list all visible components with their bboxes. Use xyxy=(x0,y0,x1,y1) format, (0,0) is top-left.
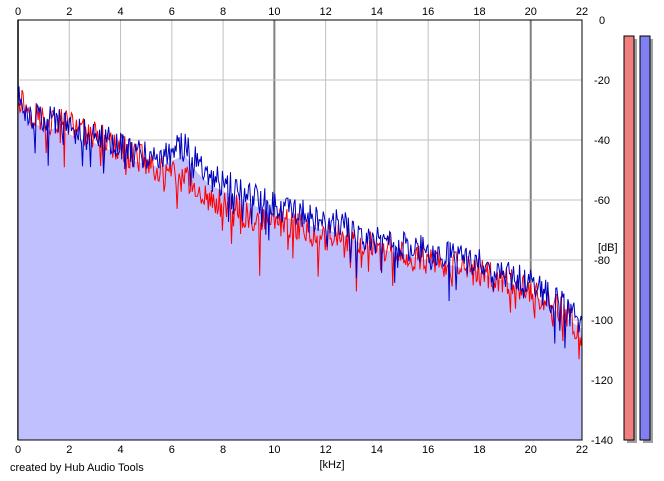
level-meter-2 xyxy=(639,35,651,441)
x-tick-label-bottom: 0 xyxy=(15,444,21,456)
x-tick-label-bottom: 10 xyxy=(268,444,280,456)
y-tick-label: -100 xyxy=(591,315,613,327)
x-tick-label-top: 10 xyxy=(268,6,280,18)
y-tick-label: -120 xyxy=(591,375,613,387)
y-axis: 0 -20 -40 -60 -80 -100 -120 -140 xyxy=(591,15,613,447)
y-tick-label: 0 xyxy=(599,15,605,27)
top-x-axis: 0 2 4 6 8 10 12 14 16 18 20 22 xyxy=(15,6,588,18)
x-tick-label-bottom: 14 xyxy=(371,444,383,456)
y-tick-label: -140 xyxy=(591,435,613,447)
y-tick-label: -40 xyxy=(594,135,610,147)
x-tick-label-bottom: 6 xyxy=(169,444,175,456)
y-tick-label: -60 xyxy=(594,195,610,207)
x-tick-label-top: 8 xyxy=(220,6,226,18)
x-axis-label: [kHz] xyxy=(319,459,344,471)
x-tick-label-bottom: 4 xyxy=(117,444,123,456)
x-tick-label-bottom: 16 xyxy=(422,444,434,456)
x-tick-label-bottom: 20 xyxy=(525,444,537,456)
bottom-x-axis: 0 2 4 6 8 10 12 14 16 18 20 22 xyxy=(15,444,588,456)
x-tick-label-top: 12 xyxy=(320,6,332,18)
x-tick-label-top: 6 xyxy=(169,6,175,18)
x-tick-label-top: 2 xyxy=(66,6,72,18)
x-tick-label-top: 4 xyxy=(117,6,123,18)
x-tick-label-top: 0 xyxy=(15,6,21,18)
x-tick-label-bottom: 2 xyxy=(66,444,72,456)
x-tick-label-top: 18 xyxy=(473,6,485,18)
x-tick-label-bottom: 8 xyxy=(220,444,226,456)
level-meters xyxy=(623,35,653,443)
x-tick-label-bottom: 12 xyxy=(320,444,332,456)
x-tick-label-bottom: 22 xyxy=(576,444,588,456)
y-tick-label: -20 xyxy=(594,75,610,87)
series-layer xyxy=(17,86,583,360)
spectrum-fill xyxy=(18,104,582,440)
x-tick-label-top: 20 xyxy=(525,6,537,18)
x-tick-label-top: 16 xyxy=(422,6,434,18)
x-tick-label-top: 14 xyxy=(371,6,383,18)
x-tick-label-top: 22 xyxy=(576,6,588,18)
series-line-2 xyxy=(17,86,583,349)
spectrum-fill-area xyxy=(18,104,582,440)
plot-border xyxy=(17,19,583,441)
level-meter-1 xyxy=(623,35,635,441)
y-tick-label: -80 xyxy=(594,255,610,267)
x-tick-label-bottom: 18 xyxy=(473,444,485,456)
y-axis-label: [dB] xyxy=(598,242,618,254)
credit-text: created by Hub Audio Tools xyxy=(10,462,144,474)
